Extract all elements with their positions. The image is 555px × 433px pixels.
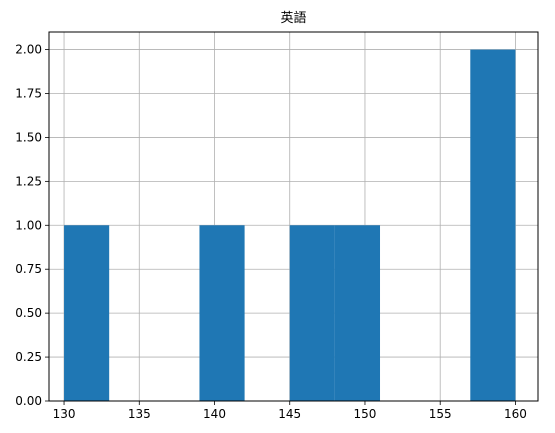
histogram-bar	[64, 225, 109, 401]
y-tick-label: 0.25	[15, 350, 42, 364]
y-tick-label: 2.00	[15, 43, 42, 57]
y-tick-label: 0.50	[15, 306, 42, 320]
histogram-bar	[470, 50, 515, 401]
histogram-bar	[290, 225, 335, 401]
x-tick-label: 135	[128, 407, 151, 421]
y-tick-label: 1.25	[15, 174, 42, 188]
histogram-bar	[335, 225, 380, 401]
chart-title: 英語	[280, 10, 306, 26]
y-axis-ticks: 0.00 0.25 0.50 0.75 1.00 1.25 1.50 1.75 2.00	[15, 43, 49, 408]
x-tick-label: 130	[53, 407, 76, 421]
x-tick-label: 155	[429, 407, 452, 421]
x-tick-label: 140	[203, 407, 226, 421]
y-tick-label: 1.50	[15, 130, 42, 144]
x-axis-ticks: 130 135 140 145 150 155 160	[53, 401, 527, 421]
x-tick-label: 145	[278, 407, 301, 421]
y-tick-label: 0.75	[15, 262, 42, 276]
x-tick-label: 150	[354, 407, 377, 421]
histogram-bar	[199, 225, 244, 401]
y-tick-label: 1.00	[15, 218, 42, 232]
y-tick-label: 1.75	[15, 87, 42, 101]
y-tick-label: 0.00	[15, 394, 42, 408]
x-tick-label: 160	[504, 407, 527, 421]
